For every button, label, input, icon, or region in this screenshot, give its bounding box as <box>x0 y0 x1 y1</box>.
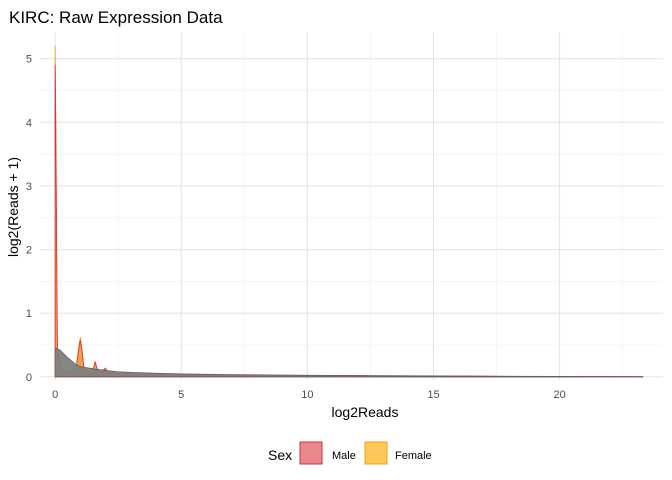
x-tick-label: 20 <box>553 389 565 401</box>
y-axis-ticks: 0 1 2 3 4 5 <box>26 54 32 384</box>
legend: Sex Male Female <box>268 441 432 465</box>
y-tick-label: 2 <box>26 245 32 257</box>
legend-key-female <box>364 441 388 465</box>
x-axis-label: log2Reads <box>332 404 399 420</box>
legend-key-male <box>299 441 323 465</box>
y-tick-label: 1 <box>26 308 32 320</box>
y-axis-label: log2(Reads + 1) <box>5 157 21 257</box>
y-tick-label: 5 <box>26 54 32 66</box>
chart-title: KIRC: Raw Expression Data <box>9 8 223 27</box>
plot-areas <box>54 45 644 378</box>
x-tick-label: 5 <box>178 389 184 401</box>
y-tick-label: 0 <box>26 372 32 384</box>
y-tick-label: 4 <box>26 117 32 129</box>
x-tick-label: 15 <box>427 389 439 401</box>
x-axis-ticks: 0 5 10 15 20 <box>52 389 566 401</box>
legend-label-male: Male <box>332 450 356 462</box>
x-tick-label: 10 <box>301 389 313 401</box>
overlap-density-area <box>54 347 644 378</box>
x-tick-label: 0 <box>52 389 58 401</box>
legend-label-female: Female <box>395 450 432 462</box>
legend-title: Sex <box>268 447 292 463</box>
y-tick-label: 3 <box>26 181 32 193</box>
